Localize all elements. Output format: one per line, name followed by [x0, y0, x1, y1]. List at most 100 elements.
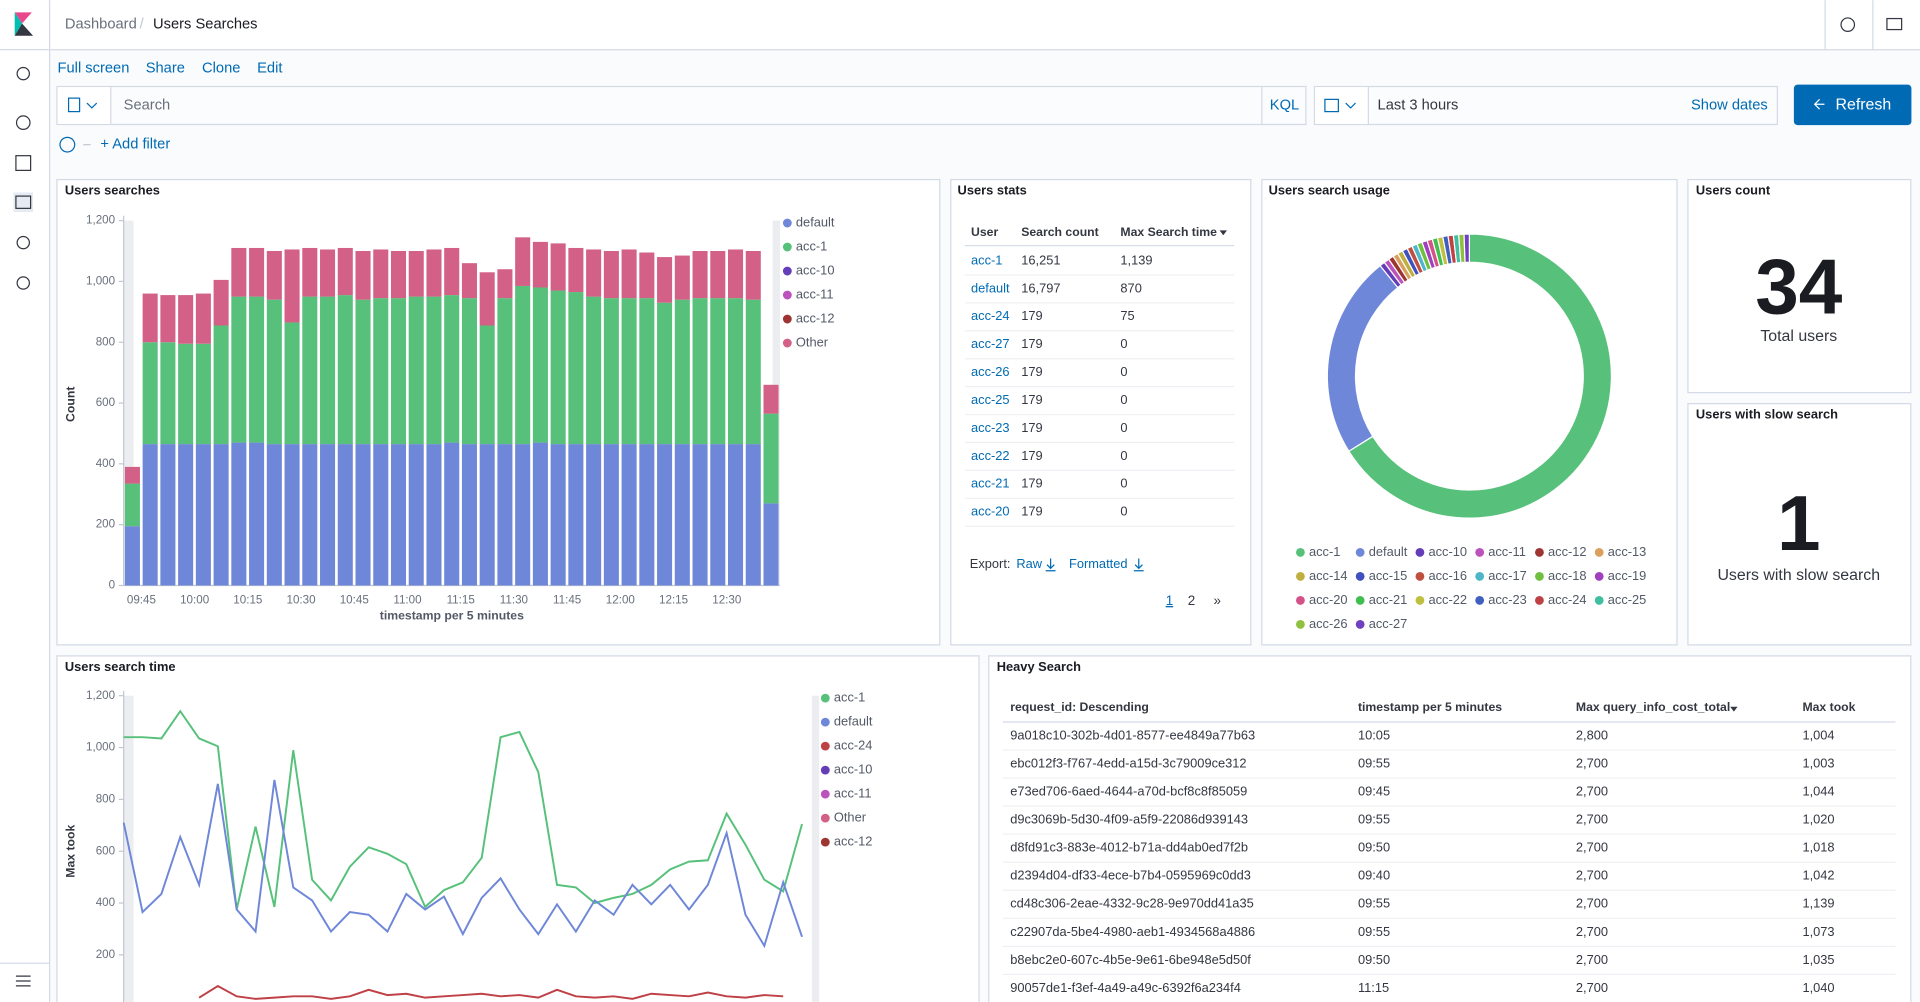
legend-label[interactable]: acc-16 — [1428, 568, 1467, 583]
table-cell[interactable]: acc-23 — [971, 420, 1010, 435]
filter-icon[interactable] — [59, 136, 76, 153]
legend-label[interactable]: acc-18 — [1548, 568, 1587, 583]
bar-segment — [657, 257, 673, 303]
table-cell: 10:05 — [1358, 727, 1390, 742]
legend-label[interactable]: acc-17 — [1488, 568, 1527, 583]
legend-label[interactable]: acc-1 — [796, 238, 827, 253]
menu-link[interactable]: Full screen — [58, 61, 130, 77]
legend-label[interactable]: acc-11 — [834, 786, 872, 801]
bar-segment — [231, 247, 247, 297]
table-cell[interactable]: acc-27 — [971, 336, 1010, 351]
legend-label[interactable]: acc-12 — [796, 310, 835, 325]
menu-link[interactable]: Clone — [202, 61, 240, 77]
mail-icon[interactable] — [1886, 17, 1903, 31]
legend-label[interactable]: acc-1 — [1309, 544, 1340, 559]
quick-menu-button[interactable] — [1315, 87, 1368, 124]
column-header[interactable]: Max took — [1802, 700, 1855, 714]
table-cell[interactable]: acc-24 — [971, 308, 1010, 323]
legend-label[interactable]: Other — [834, 810, 867, 825]
legend-label[interactable]: acc-25 — [1608, 592, 1647, 607]
table-cell: 179 — [1021, 420, 1042, 435]
table-cell[interactable]: acc-25 — [971, 392, 1010, 407]
table-cell[interactable]: acc-26 — [971, 364, 1010, 379]
legend-label[interactable]: acc-24 — [834, 738, 873, 753]
nav-management[interactable] — [16, 276, 30, 290]
nav-dev-tools[interactable] — [16, 235, 30, 250]
legend-label[interactable]: acc-27 — [1369, 616, 1408, 631]
legend-label[interactable]: acc-12 — [834, 834, 873, 849]
legend-label[interactable]: acc-12 — [1548, 544, 1587, 559]
table-cell[interactable]: acc-21 — [971, 476, 1010, 491]
legend-label[interactable]: default — [834, 714, 873, 729]
table-cell[interactable]: acc-22 — [971, 448, 1010, 463]
nav-recent[interactable] — [16, 66, 30, 81]
table-cell[interactable]: acc-1 — [971, 252, 1002, 267]
refresh-label: Refresh — [1836, 97, 1892, 114]
saved-query-button[interactable] — [57, 87, 111, 124]
logo[interactable] — [14, 12, 32, 24]
column-header[interactable]: Search count — [1021, 225, 1099, 239]
legend-label[interactable]: acc-1 — [834, 690, 865, 705]
legend-label[interactable]: acc-23 — [1488, 592, 1527, 607]
legend-label[interactable]: acc-15 — [1369, 568, 1408, 583]
legend-label[interactable]: acc-20 — [1309, 592, 1348, 607]
legend-label[interactable]: acc-10 — [1428, 544, 1467, 559]
time-range[interactable]: Last 3 hours — [1378, 97, 1459, 113]
panel-title: Users stats — [958, 183, 1027, 198]
legend-label[interactable]: acc-10 — [796, 262, 835, 277]
show-dates[interactable]: Show dates — [1691, 97, 1768, 113]
legend-label[interactable]: Other — [796, 334, 829, 349]
legend-swatch — [1535, 572, 1544, 581]
export-link[interactable]: Raw — [1016, 556, 1042, 571]
legend-label[interactable]: acc-22 — [1428, 592, 1467, 607]
legend-label[interactable]: acc-24 — [1548, 592, 1587, 607]
legend-label[interactable]: acc-14 — [1309, 568, 1348, 583]
page-link[interactable]: 1 — [1166, 593, 1173, 608]
column-header[interactable]: Max query_info_cost_total — [1576, 700, 1730, 714]
legend-label[interactable]: acc-11 — [1488, 544, 1526, 559]
legend-swatch — [820, 717, 830, 727]
bar-segment — [426, 296, 442, 445]
page-next[interactable]: » — [1213, 593, 1220, 608]
legend-label[interactable]: acc-11 — [796, 286, 834, 301]
column-header[interactable]: request_id: Descending — [1010, 700, 1149, 714]
legend-label[interactable]: default — [1369, 544, 1408, 559]
nav-dashboard[interactable] — [15, 195, 32, 209]
bar-segment — [444, 247, 460, 296]
bar-segment — [497, 269, 513, 299]
bar-segment — [515, 285, 531, 445]
export-link[interactable]: Formatted — [1069, 556, 1128, 571]
bar-segment — [373, 444, 389, 586]
download-icon — [1133, 558, 1144, 572]
legend-label[interactable]: acc-10 — [834, 762, 873, 777]
table-cell[interactable]: acc-20 — [971, 504, 1010, 519]
legend-label[interactable]: acc-13 — [1608, 544, 1647, 559]
bar-segment — [213, 279, 229, 326]
table-cell: d9c3069b-5d30-4f09-a5f9-22086d939143 — [1010, 812, 1248, 827]
column-header[interactable]: timestamp per 5 minutes — [1358, 700, 1502, 714]
x-tick-label: 10:45 — [340, 593, 369, 606]
help-icon[interactable] — [1840, 17, 1856, 33]
column-header[interactable]: User — [971, 225, 998, 239]
bar-segment — [124, 466, 140, 484]
legend-label[interactable]: acc-26 — [1309, 616, 1348, 631]
legend-label[interactable]: acc-19 — [1608, 568, 1647, 583]
column-header[interactable]: Max Search time — [1120, 225, 1217, 239]
breadcrumb[interactable]: Dashboard — [65, 17, 137, 33]
nav-discover[interactable] — [15, 115, 31, 130]
kql-button[interactable]: KQL — [1270, 97, 1299, 113]
table-cell: 0 — [1120, 476, 1127, 491]
page-link[interactable]: 2 — [1188, 593, 1195, 608]
y-tick-label: 1,200 — [86, 689, 116, 702]
legend-label[interactable]: default — [796, 214, 835, 229]
search-input[interactable]: Search — [124, 97, 171, 113]
menu-link[interactable]: Share — [146, 61, 185, 77]
legend-label[interactable]: acc-21 — [1369, 592, 1408, 607]
bar-segment — [639, 444, 655, 586]
table-cell[interactable]: default — [971, 280, 1010, 295]
nav-collapse[interactable] — [15, 975, 31, 987]
add-filter[interactable]: + Add filter — [100, 137, 170, 153]
nav-visualize[interactable] — [15, 155, 32, 171]
refresh-button[interactable] — [1793, 84, 1912, 126]
menu-link[interactable]: Edit — [257, 61, 282, 77]
